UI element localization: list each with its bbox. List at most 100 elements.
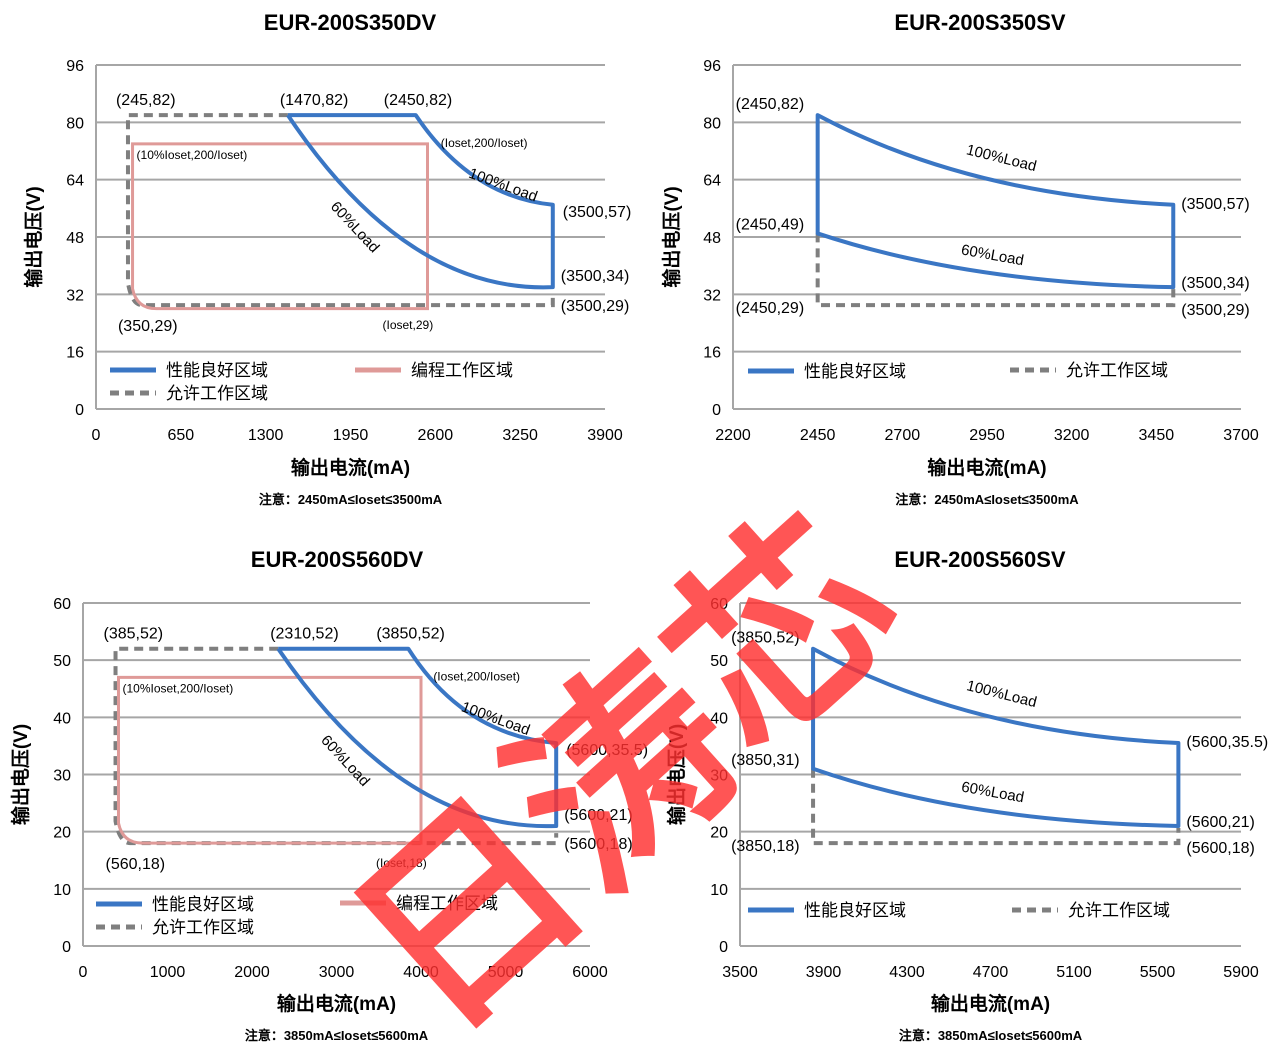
y-tick-label: 96: [703, 58, 721, 75]
x-tick-label: 5500: [1140, 964, 1176, 981]
point-label: (2450,82): [736, 96, 805, 113]
load-label-100: 100%Load: [965, 677, 1039, 711]
point-label: (3500,57): [563, 204, 632, 221]
y-tick-label: 48: [703, 230, 721, 247]
point-label: (5600,21): [1186, 814, 1255, 831]
x-tick-label: 5000: [488, 964, 524, 981]
legend-label-good: 性能良好区域: [804, 901, 906, 920]
x-tick-label: 2700: [885, 427, 921, 444]
y-axis-label: 输出电压(V): [660, 186, 683, 287]
allowed-region-line: [125, 113, 555, 308]
chart-note: 注意：3850mA≤Ioset≤5600mA: [245, 1028, 429, 1043]
y-tick-label: 10: [53, 882, 71, 899]
point-label: (385,52): [104, 626, 164, 643]
chart-panel-1: EUR-200S350DV 0 16 32 48 64 80 96 0 650 1300 1950 26…: [22, 10, 631, 507]
y-tick-label: 50: [710, 653, 728, 670]
x-tick-label: 6000: [572, 964, 608, 981]
x-tick-label: 0: [92, 427, 101, 444]
chart-title: EUR-200S350SV: [894, 10, 1066, 35]
allowed-region-line: [811, 768, 1181, 846]
chart-title: EUR-200S350DV: [264, 10, 437, 35]
x-tick-label: 5100: [1056, 964, 1092, 981]
legend-label-allowed: 允许工作区域: [152, 918, 254, 937]
x-tick-label: 3250: [502, 427, 538, 444]
point-label: (3500,29): [1181, 302, 1250, 319]
y-tick-label: 16: [703, 345, 721, 362]
y-axis-label: 输出电压(V): [22, 186, 45, 287]
y-tick-label: 30: [53, 768, 71, 785]
legend-label-good: 性能良好区域: [804, 362, 906, 381]
good-region-line: [815, 113, 1176, 290]
point-label: (1470,82): [280, 92, 349, 109]
y-tick-label: 30: [710, 768, 728, 785]
chart-panel-2: EUR-200S350SV 0 16 32 48 64 80 96 2200 2450 2700 29…: [660, 10, 1259, 507]
y-tick-label: 64: [66, 173, 84, 190]
point-label: (3850,31): [731, 752, 800, 769]
x-axis-label: 输出电流(mA): [277, 992, 396, 1015]
y-tick-label: 16: [66, 345, 84, 362]
point-label: (5600,35.5): [1186, 734, 1268, 751]
x-tick-label: 1950: [333, 427, 369, 444]
y-tick-label: 40: [710, 710, 728, 727]
y-tick-label: 50: [53, 653, 71, 670]
x-tick-label: 0: [79, 964, 88, 981]
chart-title: EUR-200S560DV: [251, 547, 424, 572]
chart-panel-4: EUR-200S560SV 0 10 20 30 40 50 60 3500 3900 4300 47…: [665, 547, 1268, 1043]
y-tick-label: 60: [53, 596, 71, 613]
point-label: (3850,52): [376, 626, 445, 643]
y-tick-label: 0: [62, 939, 71, 956]
x-tick-label: 4000: [403, 964, 439, 981]
point-label: (3500,57): [1181, 196, 1250, 213]
point-label: (5600,35.5): [566, 742, 648, 759]
y-tick-label: 40: [53, 710, 71, 727]
load-label-100: 100%Load: [466, 165, 539, 206]
point-label: (Ioset,29): [383, 318, 434, 332]
y-tick-label: 32: [703, 287, 721, 304]
point-label: (245,82): [116, 92, 176, 109]
chart-note: 注意：2450mA≤Ioset≤3500mA: [259, 492, 443, 507]
allowed-region-line: [113, 646, 559, 846]
point-label: (10%Ioset,200/Ioset): [137, 148, 248, 162]
point-label: (3850,18): [731, 838, 800, 855]
point-label: (350,29): [118, 318, 178, 335]
good-region-line: [276, 646, 559, 829]
x-tick-label: 2450: [800, 427, 836, 444]
program-region-line: [116, 675, 423, 845]
point-label: (3850,52): [731, 630, 800, 647]
y-tick-label: 80: [66, 115, 84, 132]
x-tick-label: 5900: [1223, 964, 1259, 981]
legend-label-program: 编程工作区域: [411, 361, 513, 380]
point-label: (2450,29): [736, 300, 805, 317]
x-axis-label: 输出电流(mA): [927, 456, 1046, 479]
point-label: (Ioset,200/Ioset): [441, 136, 528, 150]
x-axis-label: 输出电流(mA): [291, 456, 410, 479]
y-tick-label: 64: [703, 173, 721, 190]
point-label: (5600,18): [564, 836, 633, 853]
legend-label-good: 性能良好区域: [166, 361, 268, 380]
x-tick-label: 650: [167, 427, 194, 444]
x-tick-label: 3900: [806, 964, 842, 981]
x-tick-label: 3450: [1139, 427, 1175, 444]
point-label: (5600,18): [1186, 840, 1255, 857]
x-axis-label: 输出电流(mA): [931, 992, 1050, 1015]
chart-note: 注意：3850mA≤Ioset≤5600mA: [899, 1028, 1083, 1043]
load-label-60: 60%Load: [327, 198, 383, 256]
point-label: (Ioset,18): [376, 856, 427, 870]
point-label: (3500,34): [561, 268, 630, 285]
y-tick-label: 0: [719, 939, 728, 956]
x-tick-label: 2950: [969, 427, 1005, 444]
chart-note: 注意：2450mA≤Ioset≤3500mA: [895, 492, 1079, 507]
point-label: (Ioset,200/Ioset): [433, 670, 520, 684]
x-tick-label: 2200: [715, 427, 751, 444]
y-tick-label: 32: [66, 287, 84, 304]
x-tick-label: 3500: [722, 964, 758, 981]
load-label-60: 60%Load: [960, 779, 1025, 807]
y-tick-label: 10: [710, 882, 728, 899]
x-tick-label: 3200: [1054, 427, 1090, 444]
load-label-100: 100%Load: [964, 141, 1038, 175]
point-label: (2310,52): [270, 626, 339, 643]
program-region-line: [131, 142, 430, 311]
y-tick-label: 0: [75, 402, 84, 419]
x-tick-label: 2600: [418, 427, 454, 444]
